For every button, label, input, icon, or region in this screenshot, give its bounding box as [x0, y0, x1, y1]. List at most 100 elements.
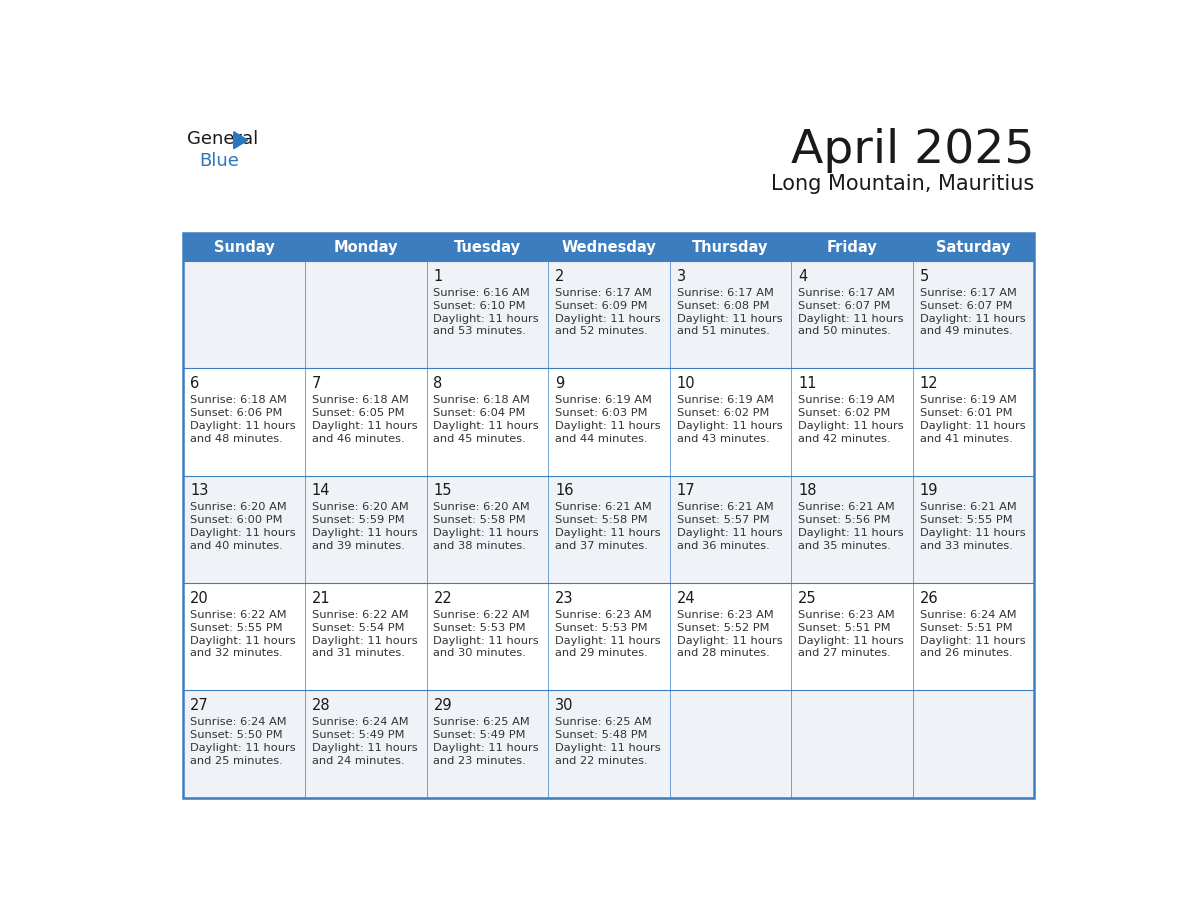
Text: Daylight: 11 hours: Daylight: 11 hours: [312, 743, 417, 753]
Text: and 23 minutes.: and 23 minutes.: [434, 756, 526, 766]
Text: Daylight: 11 hours: Daylight: 11 hours: [920, 528, 1025, 538]
Text: Sunrise: 6:25 AM: Sunrise: 6:25 AM: [434, 717, 530, 727]
Text: Friday: Friday: [827, 240, 878, 254]
Text: Sunset: 5:58 PM: Sunset: 5:58 PM: [434, 515, 526, 525]
Text: Daylight: 11 hours: Daylight: 11 hours: [920, 420, 1025, 431]
Text: 29: 29: [434, 698, 453, 713]
Text: and 48 minutes.: and 48 minutes.: [190, 434, 283, 443]
Text: 4: 4: [798, 269, 808, 284]
Text: General: General: [188, 130, 259, 148]
Text: and 39 minutes.: and 39 minutes.: [312, 541, 405, 551]
Text: Sunrise: 6:21 AM: Sunrise: 6:21 AM: [798, 502, 895, 512]
Text: Sunrise: 6:24 AM: Sunrise: 6:24 AM: [190, 717, 287, 727]
Text: Sunrise: 6:16 AM: Sunrise: 6:16 AM: [434, 287, 530, 297]
Text: 28: 28: [312, 698, 330, 713]
Text: Daylight: 11 hours: Daylight: 11 hours: [798, 420, 904, 431]
Text: Sunrise: 6:23 AM: Sunrise: 6:23 AM: [798, 610, 895, 620]
Text: and 41 minutes.: and 41 minutes.: [920, 434, 1012, 443]
Text: Sunrise: 6:24 AM: Sunrise: 6:24 AM: [312, 717, 409, 727]
Text: 2: 2: [555, 269, 564, 284]
Bar: [183, 476, 1035, 583]
Text: Sunset: 5:51 PM: Sunset: 5:51 PM: [920, 622, 1012, 633]
Text: Sunrise: 6:21 AM: Sunrise: 6:21 AM: [920, 502, 1017, 512]
Text: Sunset: 5:49 PM: Sunset: 5:49 PM: [434, 730, 526, 740]
Text: Sunrise: 6:20 AM: Sunrise: 6:20 AM: [434, 502, 530, 512]
Text: 13: 13: [190, 484, 209, 498]
Text: Sunrise: 6:18 AM: Sunrise: 6:18 AM: [434, 395, 530, 405]
Text: Daylight: 11 hours: Daylight: 11 hours: [312, 528, 417, 538]
Text: Daylight: 11 hours: Daylight: 11 hours: [190, 420, 296, 431]
Text: Daylight: 11 hours: Daylight: 11 hours: [920, 314, 1025, 323]
Text: and 49 minutes.: and 49 minutes.: [920, 327, 1012, 337]
Text: Sunset: 6:02 PM: Sunset: 6:02 PM: [798, 408, 891, 418]
Text: Sunset: 5:52 PM: Sunset: 5:52 PM: [677, 622, 769, 633]
Bar: [183, 690, 1035, 798]
Text: Monday: Monday: [334, 240, 398, 254]
Text: Sunset: 6:07 PM: Sunset: 6:07 PM: [920, 300, 1012, 310]
Bar: [183, 368, 1035, 476]
Text: 3: 3: [677, 269, 685, 284]
Text: and 27 minutes.: and 27 minutes.: [798, 648, 891, 658]
Text: Daylight: 11 hours: Daylight: 11 hours: [798, 528, 904, 538]
Text: 23: 23: [555, 591, 574, 606]
Text: and 46 minutes.: and 46 minutes.: [312, 434, 405, 443]
Text: and 25 minutes.: and 25 minutes.: [190, 756, 283, 766]
Text: April 2025: April 2025: [791, 128, 1035, 173]
Text: and 44 minutes.: and 44 minutes.: [555, 434, 647, 443]
Text: Daylight: 11 hours: Daylight: 11 hours: [677, 314, 782, 323]
Text: Daylight: 11 hours: Daylight: 11 hours: [190, 528, 296, 538]
Text: Daylight: 11 hours: Daylight: 11 hours: [434, 528, 539, 538]
Text: Sunrise: 6:17 AM: Sunrise: 6:17 AM: [798, 287, 895, 297]
Text: and 50 minutes.: and 50 minutes.: [798, 327, 891, 337]
Text: Sunset: 5:56 PM: Sunset: 5:56 PM: [798, 515, 891, 525]
Text: 8: 8: [434, 376, 443, 391]
Text: 21: 21: [312, 591, 330, 606]
Text: Sunrise: 6:25 AM: Sunrise: 6:25 AM: [555, 717, 652, 727]
Text: and 28 minutes.: and 28 minutes.: [677, 648, 770, 658]
Text: Daylight: 11 hours: Daylight: 11 hours: [434, 743, 539, 753]
Bar: [183, 583, 1035, 690]
Text: Daylight: 11 hours: Daylight: 11 hours: [677, 420, 782, 431]
Text: Sunrise: 6:19 AM: Sunrise: 6:19 AM: [798, 395, 895, 405]
Text: Sunset: 5:58 PM: Sunset: 5:58 PM: [555, 515, 647, 525]
Text: Sunset: 5:53 PM: Sunset: 5:53 PM: [555, 622, 647, 633]
Text: Daylight: 11 hours: Daylight: 11 hours: [312, 635, 417, 645]
Text: and 35 minutes.: and 35 minutes.: [798, 541, 891, 551]
Text: Sunset: 6:02 PM: Sunset: 6:02 PM: [677, 408, 769, 418]
Bar: [183, 261, 1035, 368]
Text: Sunrise: 6:23 AM: Sunrise: 6:23 AM: [555, 610, 652, 620]
Text: 11: 11: [798, 376, 816, 391]
Text: 15: 15: [434, 484, 451, 498]
Bar: [183, 233, 1035, 261]
Text: and 31 minutes.: and 31 minutes.: [312, 648, 405, 658]
Text: Sunset: 6:07 PM: Sunset: 6:07 PM: [798, 300, 891, 310]
Text: Daylight: 11 hours: Daylight: 11 hours: [555, 420, 661, 431]
Text: Sunset: 6:10 PM: Sunset: 6:10 PM: [434, 300, 526, 310]
Text: Sunrise: 6:21 AM: Sunrise: 6:21 AM: [677, 502, 773, 512]
Text: Sunset: 6:00 PM: Sunset: 6:00 PM: [190, 515, 283, 525]
Text: Sunset: 5:48 PM: Sunset: 5:48 PM: [555, 730, 647, 740]
Text: Sunset: 5:55 PM: Sunset: 5:55 PM: [920, 515, 1012, 525]
Text: Daylight: 11 hours: Daylight: 11 hours: [190, 743, 296, 753]
Text: and 26 minutes.: and 26 minutes.: [920, 648, 1012, 658]
Text: Sunset: 5:49 PM: Sunset: 5:49 PM: [312, 730, 404, 740]
Text: Daylight: 11 hours: Daylight: 11 hours: [920, 635, 1025, 645]
Text: Daylight: 11 hours: Daylight: 11 hours: [434, 635, 539, 645]
Text: Daylight: 11 hours: Daylight: 11 hours: [798, 314, 904, 323]
Text: and 53 minutes.: and 53 minutes.: [434, 327, 526, 337]
Text: Sunset: 5:53 PM: Sunset: 5:53 PM: [434, 622, 526, 633]
Text: 7: 7: [312, 376, 321, 391]
Text: and 32 minutes.: and 32 minutes.: [190, 648, 283, 658]
Text: and 29 minutes.: and 29 minutes.: [555, 648, 647, 658]
Text: Sunset: 5:51 PM: Sunset: 5:51 PM: [798, 622, 891, 633]
Text: Sunset: 6:04 PM: Sunset: 6:04 PM: [434, 408, 526, 418]
Text: Sunset: 5:55 PM: Sunset: 5:55 PM: [190, 622, 283, 633]
Text: Sunrise: 6:21 AM: Sunrise: 6:21 AM: [555, 502, 652, 512]
Text: 19: 19: [920, 484, 939, 498]
Text: 18: 18: [798, 484, 816, 498]
Text: and 30 minutes.: and 30 minutes.: [434, 648, 526, 658]
Text: Sunset: 5:59 PM: Sunset: 5:59 PM: [312, 515, 405, 525]
Text: Daylight: 11 hours: Daylight: 11 hours: [677, 528, 782, 538]
Text: and 38 minutes.: and 38 minutes.: [434, 541, 526, 551]
Text: and 43 minutes.: and 43 minutes.: [677, 434, 770, 443]
